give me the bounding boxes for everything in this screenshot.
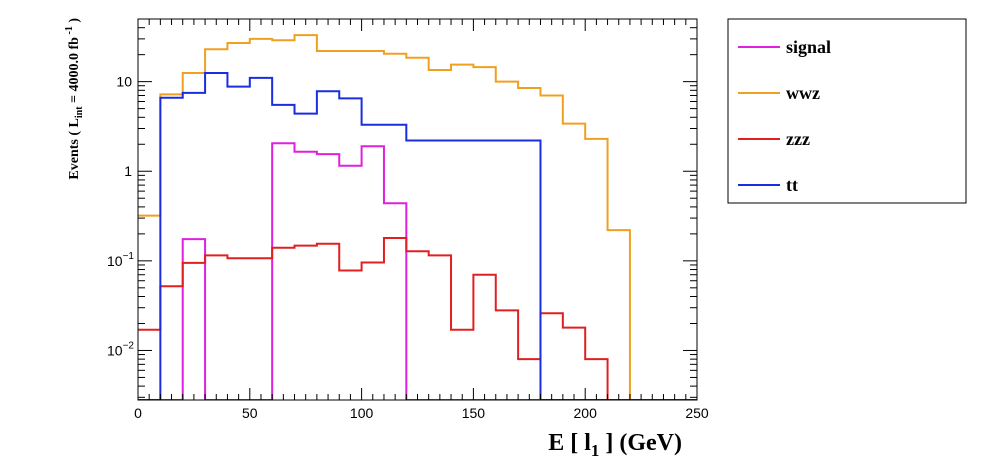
x-tick-label: 50: [242, 405, 258, 421]
series-line-tt: [138, 71, 697, 400]
y-axis-label: Events ( Lint = 4000.0 fb -1 ): [64, 18, 85, 180]
legend: signal wwz zzz tt: [727, 18, 967, 204]
y-tick-label: 10−2: [107, 340, 134, 358]
x-tick-label: 100: [350, 405, 374, 421]
series-layer: [138, 34, 697, 400]
y-tick-label: 1: [124, 163, 132, 179]
x-tick-label: 250: [685, 405, 709, 421]
series-line-zzz: [138, 236, 697, 400]
y-tick-label: 10: [116, 74, 132, 90]
x-axis-label: E [ l1 ] (GeV): [548, 430, 682, 460]
axis-labels: E [ l1 ] (GeV) Events ( Lint = 4000.0 fb…: [64, 18, 682, 460]
y-tick-label: 10−1: [107, 251, 134, 269]
legend-label-wwz: wwz: [786, 83, 820, 103]
x-tick-label: 150: [462, 405, 486, 421]
legend-box: [727, 18, 967, 204]
x-tick-label: 200: [574, 405, 598, 421]
series-line-wwz: [138, 34, 697, 400]
legend-label-zzz: zzz: [786, 129, 810, 149]
legend-label-signal: signal: [786, 37, 831, 57]
plot-frame: [137, 18, 698, 401]
legend-label-tt: tt: [786, 175, 798, 195]
series-line-signal: [138, 142, 697, 400]
ticks-layer: 0 50 100 150 200 250 10−2 10−1 1 10: [107, 18, 709, 421]
x-tick-label: 0: [134, 405, 142, 421]
